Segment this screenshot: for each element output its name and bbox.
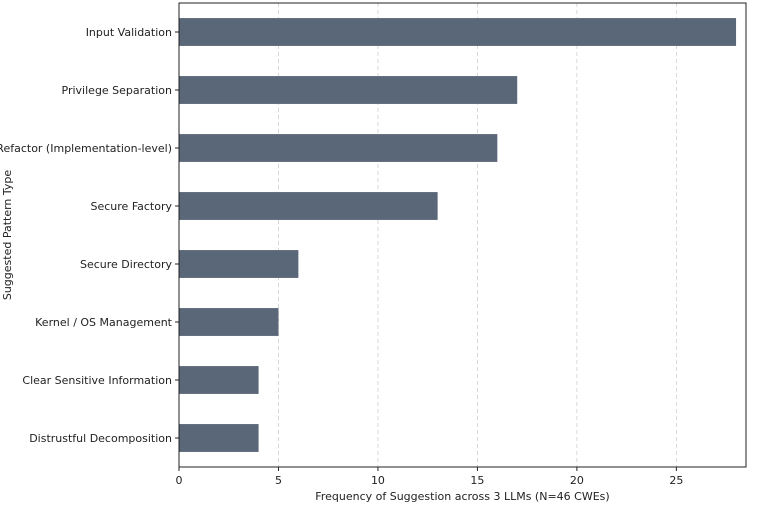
x-tick-label: 0 [176, 474, 183, 487]
y-tick-label: Secure Directory [80, 258, 173, 271]
bar [179, 250, 299, 278]
plot-frame [178, 2, 747, 468]
y-tick-label: Refactor (Implementation-level) [0, 142, 172, 155]
x-axis-title: Frequency of Suggestion across 3 LLMs (N… [315, 490, 609, 503]
x-tick-label: 5 [275, 474, 282, 487]
bar [179, 18, 737, 46]
bar [179, 134, 498, 162]
bar [179, 192, 438, 220]
x-tick-label: 25 [669, 474, 683, 487]
bar [179, 76, 518, 104]
y-tick-label: Clear Sensitive Information [22, 374, 172, 387]
x-ticks: 0 5 10 15 20 25 [176, 467, 683, 487]
y-tick-label: Privilege Separation [62, 84, 172, 97]
y-tick-label: Distrustful Decomposition [29, 432, 172, 445]
y-tick-labels: Input Validation Privilege Separation Refa… [0, 26, 179, 445]
gridlines [278, 3, 677, 467]
x-tick-label: 10 [371, 474, 385, 487]
y-axis-title: Suggested Pattern Type [1, 170, 14, 301]
y-tick-label: Input Validation [86, 26, 172, 39]
bar [179, 424, 259, 452]
bar [179, 366, 259, 394]
bars [179, 18, 737, 452]
bar [179, 308, 279, 336]
y-tick-label: Secure Factory [91, 200, 173, 213]
x-tick-label: 20 [570, 474, 584, 487]
y-tick-label: Kernel / OS Management [35, 316, 173, 329]
x-tick-label: 15 [470, 474, 484, 487]
